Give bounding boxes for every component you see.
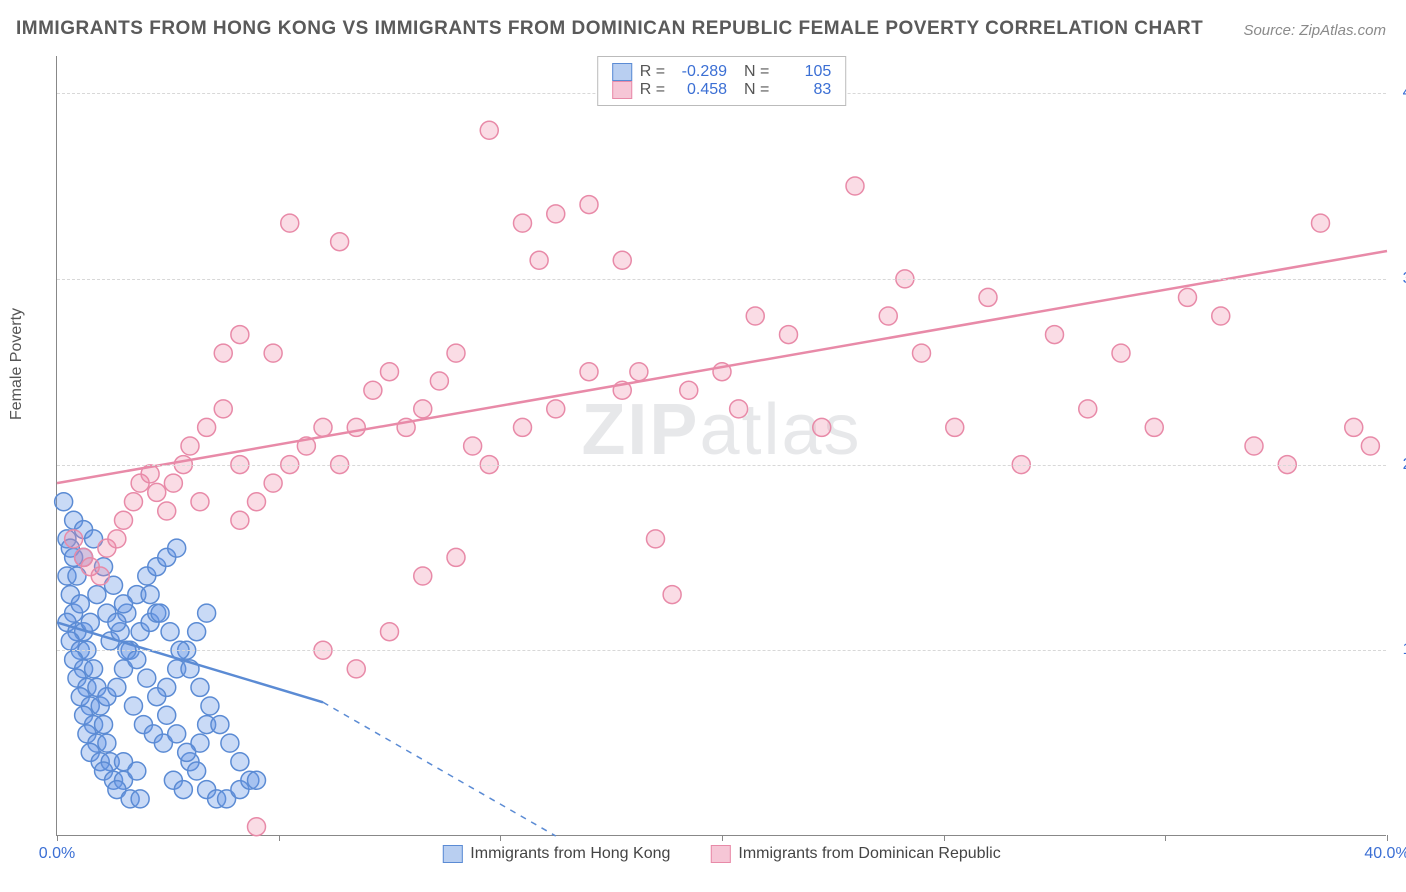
legend-row-series1: R =-0.289 N =105 (612, 63, 832, 81)
legend-item-series1: Immigrants from Hong Kong (442, 845, 670, 863)
correlation-legend: R =-0.289 N =105 R =0.458 N =83 (597, 56, 847, 106)
y-tick-label: 20.0% (1403, 456, 1406, 474)
swatch-series1 (612, 63, 632, 81)
x-tick-label: 0.0% (39, 845, 75, 863)
x-tick-label: 40.0% (1364, 845, 1406, 863)
chart-plot-area: ZIPatlas R =-0.289 N =105 R =0.458 N =83… (56, 56, 1386, 836)
legend-item-series2: Immigrants from Dominican Republic (710, 845, 1000, 863)
swatch-series1-icon (442, 845, 462, 863)
y-tick-label: 10.0% (1403, 641, 1406, 659)
y-tick-label: 40.0% (1403, 84, 1406, 102)
legend-row-series2: R =0.458 N =83 (612, 81, 832, 99)
series-legend: Immigrants from Hong Kong Immigrants fro… (442, 845, 1000, 863)
scatter-plot-svg (57, 56, 1386, 835)
swatch-series2-icon (710, 845, 730, 863)
chart-title: IMMIGRANTS FROM HONG KONG VS IMMIGRANTS … (16, 18, 1203, 40)
swatch-series2 (612, 81, 632, 99)
y-tick-label: 30.0% (1403, 270, 1406, 288)
y-axis-label: Female Poverty (8, 308, 26, 420)
source-attribution: Source: ZipAtlas.com (1243, 22, 1386, 39)
